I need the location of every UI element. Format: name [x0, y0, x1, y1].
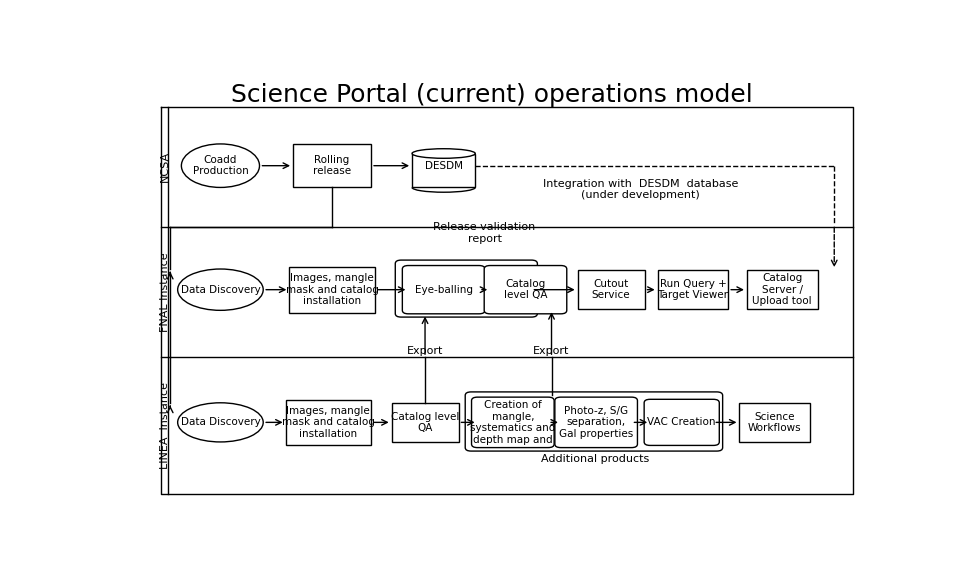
Text: Science
Workflows: Science Workflows — [748, 411, 802, 433]
Text: Images, mangle
mask and catalog
installation: Images, mangle mask and catalog installa… — [286, 273, 378, 306]
Text: Export: Export — [534, 346, 569, 355]
Text: Coadd
Production: Coadd Production — [193, 155, 249, 176]
Text: Export: Export — [407, 346, 444, 355]
Ellipse shape — [181, 144, 259, 188]
FancyBboxPatch shape — [412, 154, 475, 188]
Text: Catalog
Server /
Upload tool: Catalog Server / Upload tool — [753, 273, 812, 306]
Ellipse shape — [178, 403, 263, 442]
Text: NCSA: NCSA — [159, 151, 170, 182]
Text: Images, mangle
mask and catalog
installation: Images, mangle mask and catalog installa… — [282, 406, 374, 439]
FancyBboxPatch shape — [578, 270, 644, 309]
Text: Science Portal (current) operations model: Science Portal (current) operations mode… — [231, 83, 753, 107]
Text: Rolling
release: Rolling release — [313, 155, 351, 176]
Text: Integration with  DESDM  database
(under development): Integration with DESDM database (under d… — [543, 179, 738, 201]
Text: Eye-balling: Eye-balling — [415, 285, 472, 295]
Text: LINEA  Instance: LINEA Instance — [159, 382, 170, 469]
FancyBboxPatch shape — [471, 397, 554, 447]
FancyBboxPatch shape — [739, 403, 810, 442]
Text: Release validation
report: Release validation report — [433, 222, 536, 244]
Text: VAC Creation: VAC Creation — [647, 418, 716, 427]
Text: Run Query +
Target Viewer: Run Query + Target Viewer — [658, 279, 729, 301]
FancyBboxPatch shape — [285, 399, 372, 445]
Text: Additional products: Additional products — [540, 454, 649, 464]
FancyBboxPatch shape — [289, 267, 374, 312]
Text: Data Discovery: Data Discovery — [180, 285, 260, 295]
FancyBboxPatch shape — [644, 399, 719, 445]
FancyBboxPatch shape — [484, 266, 566, 314]
Ellipse shape — [178, 269, 263, 310]
FancyBboxPatch shape — [402, 266, 485, 314]
Text: Catalog
level QA: Catalog level QA — [504, 279, 547, 301]
Text: Photo-z, S/G
separation,
Gal properties: Photo-z, S/G separation, Gal properties — [559, 406, 634, 439]
Text: Creation of
mangle,
systematics and
depth map and: Creation of mangle, systematics and dept… — [470, 400, 556, 445]
Ellipse shape — [412, 149, 475, 158]
FancyBboxPatch shape — [555, 397, 637, 447]
FancyBboxPatch shape — [747, 270, 818, 309]
Text: DESDM: DESDM — [424, 160, 463, 171]
Text: Cutout
Service: Cutout Service — [591, 279, 631, 301]
FancyBboxPatch shape — [293, 144, 372, 188]
FancyBboxPatch shape — [658, 270, 729, 309]
Text: Data Discovery: Data Discovery — [180, 418, 260, 427]
Text: Catalog level
QA: Catalog level QA — [391, 411, 459, 433]
Text: FNAL Instance: FNAL Instance — [159, 252, 170, 332]
FancyBboxPatch shape — [392, 403, 459, 442]
